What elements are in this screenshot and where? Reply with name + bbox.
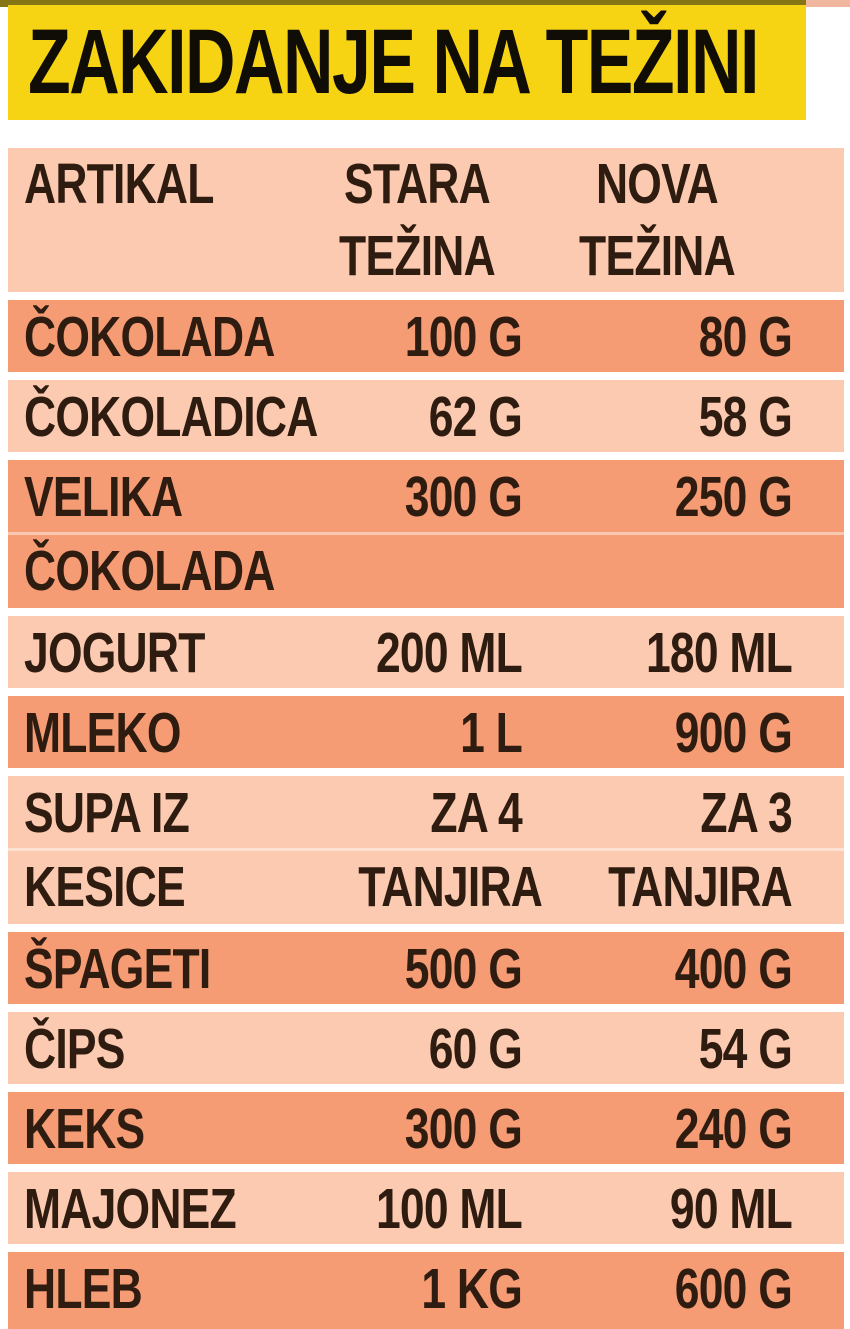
header-stara-tezina: STARA TEŽINA	[339, 152, 496, 288]
page-title: ZAKIDANJE NA TEŽINI	[28, 11, 759, 113]
cell-nova: 180 ML	[645, 621, 793, 685]
cell-stara: 300 G	[404, 465, 523, 529]
header-nova-tezina: NOVA TEŽINA	[579, 152, 736, 288]
table-row: MLEKO 1 L 900 G	[8, 696, 844, 768]
cell-nova: 58 G	[698, 385, 793, 449]
table-header-row: ARTIKAL STARA TEŽINA NOVA TEŽINA	[8, 148, 844, 292]
table-row: MAJONEZ 100 ML 90 ML	[8, 1172, 844, 1244]
cell-nova: 900 G	[674, 701, 793, 765]
table-row: JOGURT 200 ML 180 ML	[8, 616, 844, 688]
table-row: ČOKOLADICA 62 G 58 G	[8, 380, 844, 452]
table-row: HLEB 1 KG 600 G	[8, 1252, 844, 1329]
cell-artikal: ČOKOLADICA	[24, 385, 318, 449]
cell-nova: 80 G	[698, 305, 793, 369]
cell-stara: 300 G	[404, 1097, 523, 1161]
table-row: ČIPS 60 G 54 G	[8, 1012, 844, 1084]
cell-artikal: SUPA IZ KESICE	[24, 781, 190, 919]
cell-nova: 54 G	[698, 1017, 793, 1081]
cell-stara: 62 G	[428, 385, 523, 449]
cell-stara: 200 ML	[375, 621, 523, 685]
table-row: VELIKA ČOKOLADA 300 G 250 G	[8, 460, 844, 608]
cell-stara: 100 G	[404, 305, 523, 369]
weight-table: ARTIKAL STARA TEŽINA NOVA TEŽINA ČOKOLAD…	[8, 148, 844, 1329]
table-row: KEKS 300 G 240 G	[8, 1092, 844, 1164]
cell-stara: 500 G	[404, 937, 523, 1001]
cell-stara: 100 ML	[375, 1177, 523, 1241]
cell-nova: 400 G	[674, 937, 793, 1001]
table-row: SUPA IZ KESICE ZA 4 TANJIRA ZA 3 TANJIRA	[8, 776, 844, 924]
cell-stara: 60 G	[428, 1017, 523, 1081]
cell-stara: 1 L	[460, 701, 523, 765]
cell-artikal: ŠPAGETI	[24, 937, 211, 1001]
cell-artikal: ČIPS	[24, 1017, 125, 1081]
cell-stara: ZA 4 TANJIRA	[358, 781, 543, 919]
header-artikal: ARTIKAL	[24, 152, 214, 216]
cell-artikal: KEKS	[24, 1097, 145, 1161]
title-banner: ZAKIDANJE NA TEŽINI	[8, 5, 806, 120]
table-row: ČOKOLADA 100 G 80 G	[8, 300, 844, 372]
cell-artikal: HLEB	[24, 1257, 143, 1321]
cell-nova: ZA 3 TANJIRA	[608, 781, 793, 919]
cell-nova: 600 G	[674, 1257, 793, 1321]
top-edge-strip-right	[806, 0, 850, 7]
cell-artikal: ČOKOLADA	[24, 305, 275, 369]
top-edge-strip	[0, 0, 806, 7]
cell-artikal: MAJONEZ	[24, 1177, 237, 1241]
cell-artikal: VELIKA ČOKOLADA	[24, 465, 275, 603]
cell-artikal: JOGURT	[24, 621, 205, 685]
cell-nova: 250 G	[674, 465, 793, 529]
table-row: ŠPAGETI 500 G 400 G	[8, 932, 844, 1004]
cell-stara: 1 KG	[421, 1257, 522, 1321]
cell-nova: 240 G	[674, 1097, 793, 1161]
cell-nova: 90 ML	[669, 1177, 793, 1241]
cell-artikal: MLEKO	[24, 701, 181, 765]
